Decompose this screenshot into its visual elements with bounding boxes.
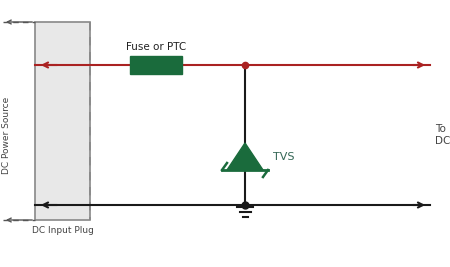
- Polygon shape: [227, 143, 263, 170]
- Bar: [35, 22, 90, 220]
- Text: TVS: TVS: [273, 151, 294, 162]
- Bar: [130, 56, 182, 74]
- Text: To IC or
DC Loading: To IC or DC Loading: [435, 124, 450, 146]
- Text: DC Input Plug: DC Input Plug: [32, 226, 94, 235]
- Text: Fuse or PTC: Fuse or PTC: [126, 42, 186, 52]
- Text: DC Power Source: DC Power Source: [3, 96, 12, 174]
